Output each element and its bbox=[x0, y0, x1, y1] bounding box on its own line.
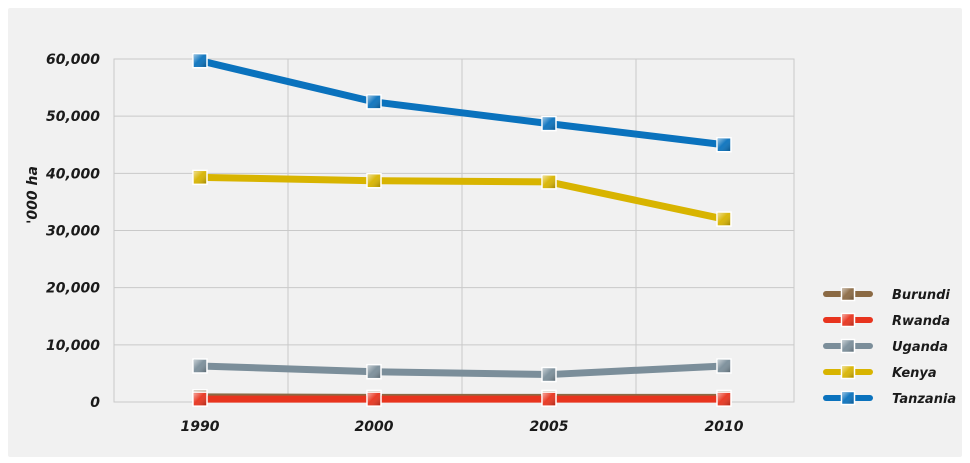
legend-marker bbox=[840, 312, 856, 328]
marker-sheen bbox=[543, 393, 555, 406]
series-group bbox=[192, 52, 732, 407]
marker-sheen bbox=[842, 314, 854, 326]
series-uganda bbox=[192, 358, 732, 383]
marker-sheen bbox=[194, 54, 206, 67]
series-rwanda bbox=[192, 391, 732, 407]
series-line bbox=[199, 57, 725, 149]
marker-sheen bbox=[543, 175, 555, 188]
data-point bbox=[366, 94, 382, 110]
marker-sheen bbox=[718, 393, 730, 406]
legend: Burundi Rwanda Uganda Kenya Tanzania bbox=[823, 286, 956, 407]
data-point bbox=[192, 391, 208, 407]
legend-label: Tanzania bbox=[892, 392, 956, 407]
series-line bbox=[199, 173, 725, 223]
marker-sheen bbox=[842, 392, 854, 404]
legend-marker bbox=[840, 390, 856, 406]
legend-marker bbox=[840, 286, 856, 302]
x-tick-label: 1990 bbox=[181, 419, 220, 435]
y-tick-label: 50,000 bbox=[46, 109, 100, 125]
marker-sheen bbox=[194, 171, 206, 184]
marker-sheen bbox=[368, 393, 380, 406]
legend-label: Rwanda bbox=[892, 314, 950, 329]
y-tick-label: 10,000 bbox=[46, 338, 100, 354]
legend-item-tanzania: Tanzania bbox=[823, 390, 956, 407]
marker-sheen bbox=[718, 138, 730, 151]
x-tick-label: 2000 bbox=[355, 419, 394, 435]
y-tick-label: 60,000 bbox=[46, 52, 100, 68]
y-axis-ticks: 0 10,000 20,000 30,000 40,000 50,000 60,000 bbox=[45, 52, 100, 411]
marker-sheen bbox=[543, 368, 555, 381]
legend-label: Uganda bbox=[892, 340, 948, 355]
marker-sheen bbox=[368, 365, 380, 378]
data-point bbox=[716, 358, 732, 374]
legend-label: Kenya bbox=[892, 366, 937, 381]
data-point bbox=[541, 391, 557, 407]
line-chart: 0 10,000 20,000 30,000 40,000 50,000 60,000 19… bbox=[25, 52, 956, 435]
chart-frame: 0 10,000 20,000 30,000 40,000 50,000 60,000 19… bbox=[8, 8, 962, 457]
y-tick-label: 40,000 bbox=[45, 166, 100, 182]
marker-sheen bbox=[194, 359, 206, 372]
data-point bbox=[716, 211, 732, 227]
legend-label: Burundi bbox=[892, 288, 950, 303]
series-tanzania bbox=[192, 52, 732, 153]
marker-sheen bbox=[718, 213, 730, 226]
data-point bbox=[366, 391, 382, 407]
x-axis-ticks: 1990 2000 2005 2010 bbox=[181, 419, 744, 435]
data-point bbox=[541, 115, 557, 132]
data-point bbox=[366, 173, 382, 189]
legend-item-burundi: Burundi bbox=[823, 286, 950, 303]
data-point bbox=[541, 174, 557, 190]
data-point bbox=[192, 169, 208, 186]
marker-sheen bbox=[368, 95, 380, 108]
data-point bbox=[366, 363, 382, 380]
marker-sheen bbox=[718, 359, 730, 372]
y-tick-label: 30,000 bbox=[46, 224, 100, 240]
y-tick-label: 20,000 bbox=[46, 281, 100, 297]
marker-sheen bbox=[842, 366, 854, 378]
series-line bbox=[199, 362, 725, 379]
data-point bbox=[192, 52, 208, 69]
series-kenya bbox=[192, 169, 732, 227]
x-tick-label: 2005 bbox=[530, 419, 569, 435]
marker-sheen bbox=[194, 393, 206, 406]
y-axis-label: '000 ha bbox=[25, 166, 41, 224]
marker-sheen bbox=[842, 288, 854, 300]
x-tick-label: 2010 bbox=[705, 419, 744, 435]
marker-sheen bbox=[842, 340, 854, 352]
y-tick-label: 0 bbox=[90, 395, 100, 411]
legend-item-kenya: Kenya bbox=[823, 364, 937, 381]
data-point bbox=[716, 137, 732, 153]
data-point bbox=[716, 391, 732, 407]
legend-marker bbox=[840, 364, 856, 380]
data-point bbox=[192, 358, 208, 374]
legend-item-uganda: Uganda bbox=[823, 338, 948, 355]
marker-sheen bbox=[543, 117, 555, 130]
legend-item-rwanda: Rwanda bbox=[823, 312, 950, 329]
legend-marker bbox=[840, 338, 856, 354]
marker-sheen bbox=[368, 174, 380, 187]
data-point bbox=[541, 366, 557, 383]
grid-lines bbox=[114, 59, 794, 402]
